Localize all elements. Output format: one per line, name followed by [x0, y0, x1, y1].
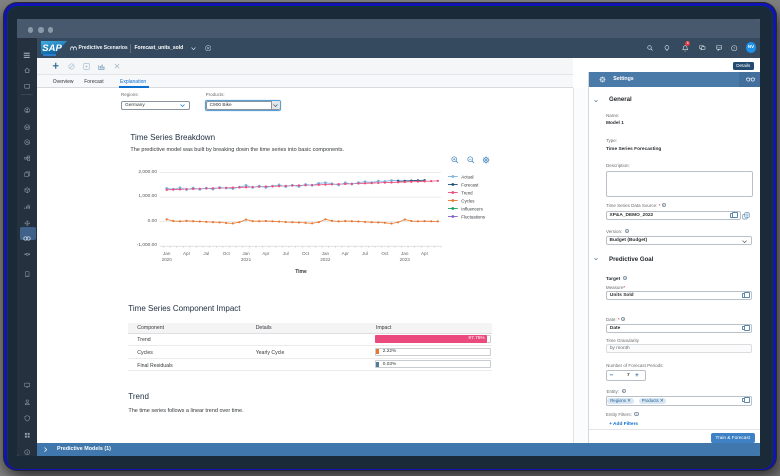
svg-text:?: ?	[733, 47, 735, 51]
svg-text:Cycles: Cycles	[461, 198, 475, 203]
svg-text:Fluctuations: Fluctuations	[461, 214, 485, 219]
svg-text:Trend: Trend	[461, 190, 473, 195]
svg-text:Influencers: Influencers	[461, 206, 483, 211]
svg-text:Actual: Actual	[461, 174, 473, 179]
svg-text:SAP: SAP	[42, 43, 62, 54]
svg-text:Forecast: Forecast	[461, 182, 479, 187]
